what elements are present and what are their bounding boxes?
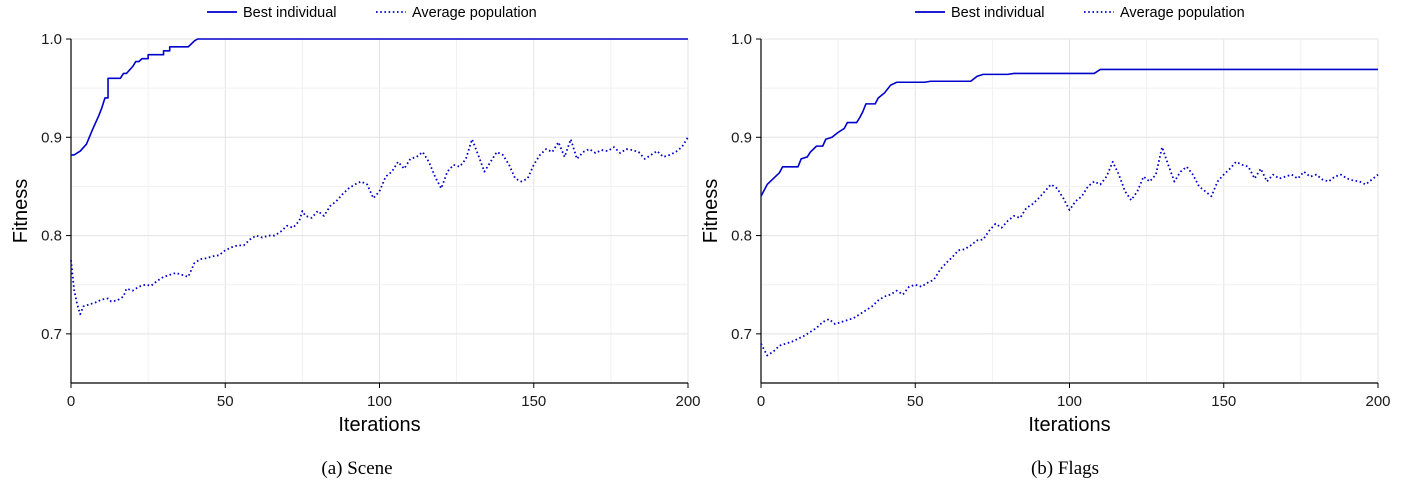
- legend: Best individual Average population: [207, 5, 537, 21]
- subfigure-caption: (b) Flags: [1031, 458, 1099, 479]
- x-tick-label: 150: [1211, 393, 1236, 410]
- grid: [760, 38, 1379, 384]
- panel-flags: 0 50 100 150 200 0.7 0.8 0.9 1.0 Iterations Fitnes…: [700, 5, 1391, 479]
- series-line-average-population: [70, 136, 689, 316]
- legend-label: Average population: [412, 5, 537, 21]
- y-tick-label: 1.0: [731, 31, 752, 48]
- legend-label: Best individual: [951, 5, 1045, 21]
- x-tick-label: 150: [521, 393, 546, 410]
- x-axis-title: Iterations: [1028, 414, 1110, 436]
- grid: [70, 38, 689, 384]
- x-tick-label: 100: [1057, 393, 1082, 410]
- x-tick-label: 100: [367, 393, 392, 410]
- series-line-best-individual: [71, 38, 688, 156]
- y-axis-title: Fitness: [10, 179, 32, 243]
- legend-label: Average population: [1120, 5, 1245, 21]
- y-tick-label: 0.7: [731, 326, 752, 343]
- legend-label: Best individual: [243, 5, 337, 21]
- series-line-average-population: [760, 146, 1379, 357]
- x-tick-label: 50: [907, 393, 924, 410]
- x-tick-label: 50: [217, 393, 234, 410]
- y-tick-label: 0.9: [41, 129, 62, 146]
- x-tick-label: 0: [757, 393, 765, 410]
- x-tick-label: 200: [675, 393, 700, 410]
- y-tick-label: 0.7: [41, 326, 62, 343]
- y-tick-label: 0.8: [731, 228, 752, 245]
- legend: Best individual Average population: [915, 5, 1245, 21]
- subfigure-caption: (a) Scene: [321, 458, 392, 479]
- y-tick-label: 1.0: [41, 31, 62, 48]
- x-axis-title: Iterations: [338, 414, 420, 436]
- series-line-best-individual: [760, 68, 1378, 197]
- y-tick-label: 0.8: [41, 228, 62, 245]
- y-tick-label: 0.9: [731, 129, 752, 146]
- x-tick-label: 0: [67, 393, 75, 410]
- panel-scene: 0 50 100 150 200 0.7 0.8 0.9 1.0 Iterations Fitnes…: [10, 5, 701, 479]
- y-axis-title: Fitness: [700, 179, 722, 243]
- x-tick-label: 200: [1365, 393, 1390, 410]
